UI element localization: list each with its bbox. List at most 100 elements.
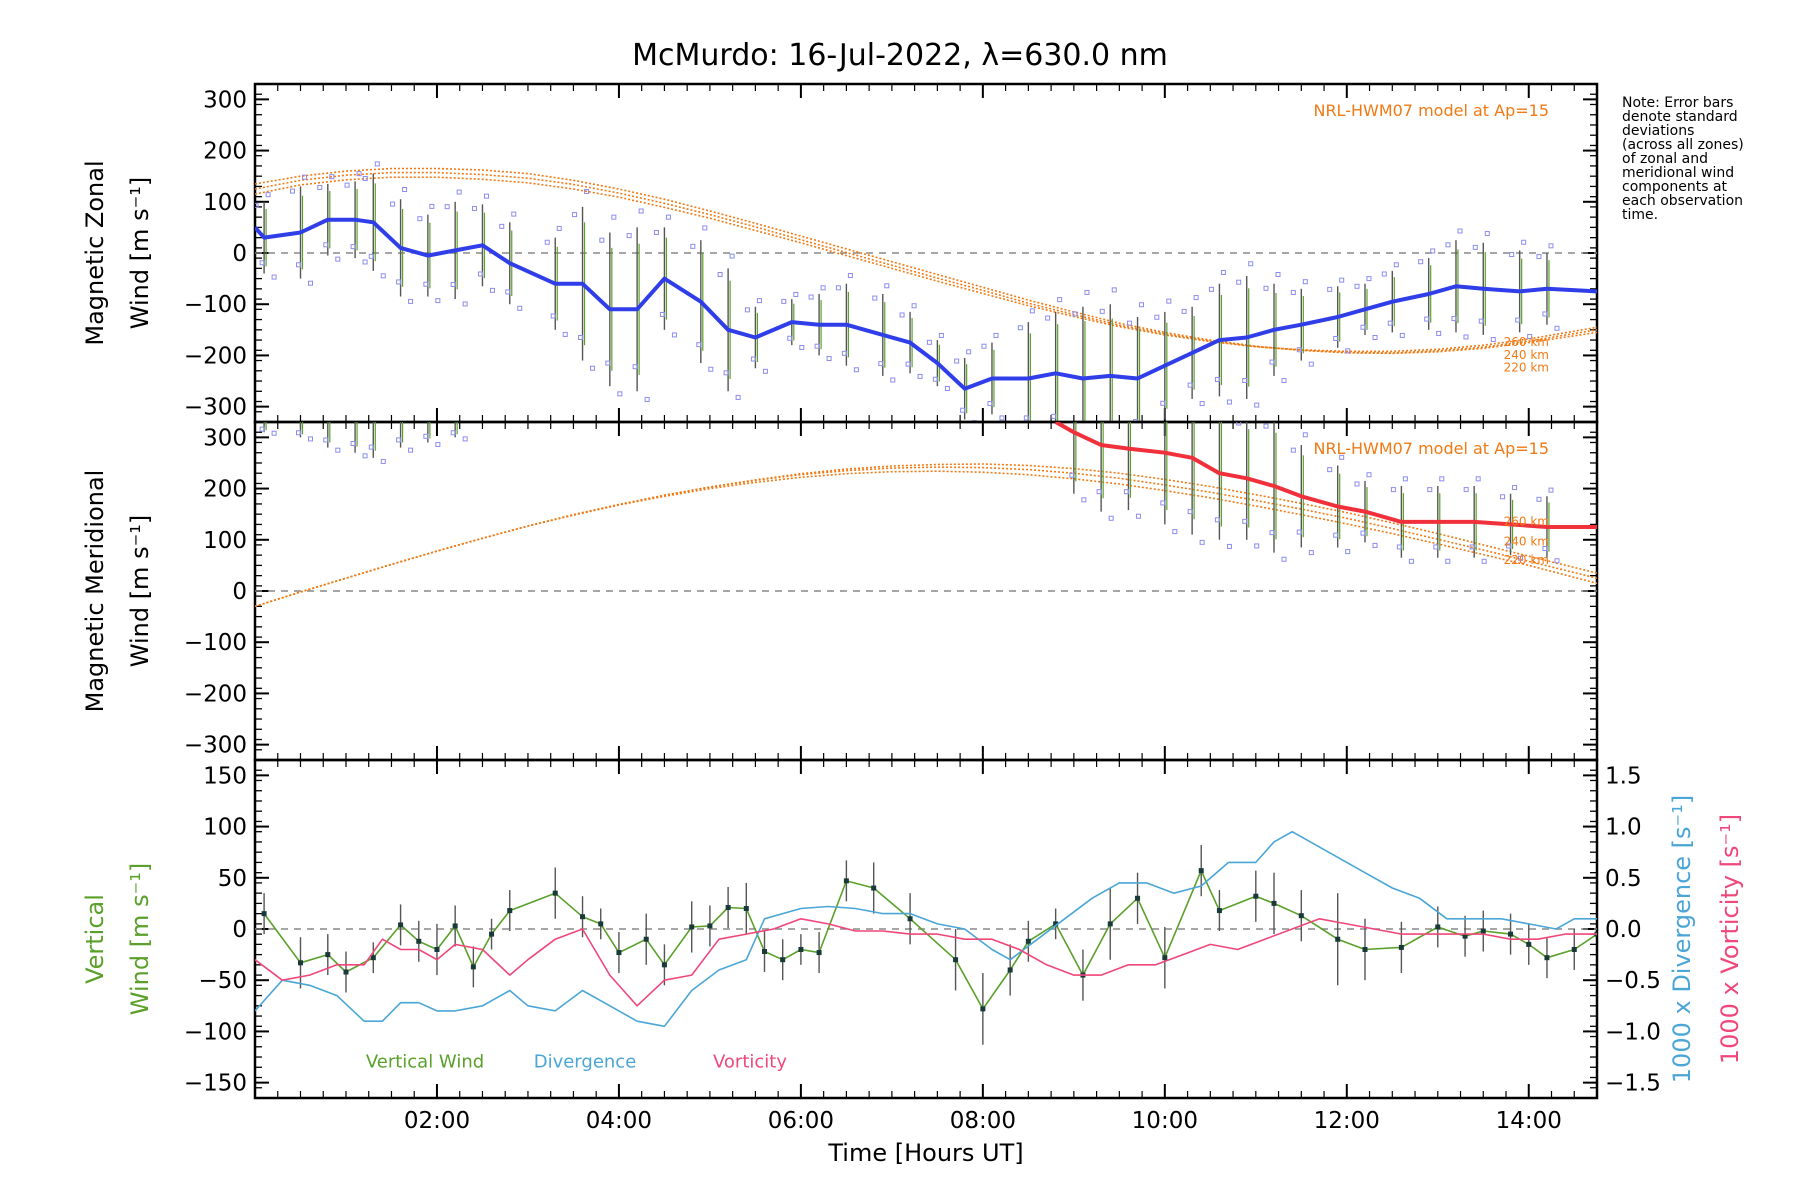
zone-sample-marker [265, 192, 271, 198]
zone-sample-marker [1187, 509, 1193, 515]
vertical-wind-point [1162, 955, 1168, 961]
zone-sample-marker [1366, 472, 1372, 478]
zone-sample-marker [1079, 427, 1083, 431]
zone-sample-marker [1345, 348, 1351, 354]
vertical-wind-point [1362, 946, 1368, 952]
y-tick-label: 0 [232, 917, 247, 943]
zone-sample-marker [793, 291, 799, 297]
zone-sample-marker [993, 332, 999, 338]
y-axis-label: Wind [m s⁻¹] [126, 515, 154, 667]
y-tick-label: 300 [203, 425, 247, 451]
zone-sample-marker [1254, 402, 1260, 408]
zone-sample-marker [1254, 543, 1260, 549]
zone-sample-marker [1209, 411, 1213, 415]
zone-sample-marker [972, 420, 978, 422]
zone-sample-marker [1518, 555, 1524, 561]
zone-sample-marker [1424, 316, 1430, 322]
y2-axis-label-divergence: 1000 x Divergence [s⁻¹] [1668, 795, 1696, 1083]
y2-tick-label: −1.5 [1605, 1071, 1661, 1097]
zone-sample-marker [289, 188, 295, 194]
zone-sample-marker [363, 388, 367, 392]
zone-sample-marker [1017, 325, 1023, 331]
zone-sample-marker [1308, 550, 1314, 556]
zone-sample-marker [1451, 316, 1457, 322]
zone-sample-marker [911, 303, 917, 309]
vertical-wind-point [1216, 908, 1222, 914]
zone-sample-marker [1418, 259, 1424, 265]
vertical-wind-point [707, 923, 713, 929]
zone-sample-marker [1057, 297, 1063, 303]
zone-sample-marker [750, 356, 756, 362]
zone-sample-marker [1226, 543, 1232, 549]
zone-sample-marker [1072, 311, 1078, 317]
y-tick-label: −300 [184, 733, 247, 759]
note-line: components at [1622, 179, 1728, 195]
zone-sample-marker [1366, 276, 1372, 282]
zone-sample-marker [462, 436, 468, 442]
zone-sample-marker [335, 447, 341, 453]
zone-sample-marker [638, 208, 644, 214]
zone-sample-marker [1354, 481, 1360, 487]
vertical-wind-point [1462, 933, 1468, 939]
model-curve [255, 470, 1597, 608]
zone-sample-marker [335, 256, 341, 262]
zone-sample-marker [1308, 361, 1314, 367]
zone-sample-marker [499, 223, 505, 229]
zone-sample-marker [708, 366, 714, 372]
y2-axis-label-vorticity: 1000 x Vorticity [s⁻¹] [1716, 814, 1744, 1064]
vertical-wind-point [343, 969, 349, 975]
y-tick-label: −100 [184, 292, 247, 318]
zone-sample-marker [744, 307, 750, 313]
zone-sample-marker [1226, 399, 1232, 405]
zone-sample-marker [1445, 558, 1451, 564]
vertical-wind-point [1198, 868, 1204, 874]
zone-sample-marker [489, 287, 495, 293]
zone-sample-marker [290, 406, 294, 410]
vertical-wind-point [552, 890, 558, 896]
y-tick-label: 200 [203, 139, 247, 165]
zone-sample-marker [671, 332, 677, 338]
zone-sample-marker [1146, 444, 1150, 448]
zone-sample-marker [1127, 320, 1133, 326]
zone-sample-marker [787, 335, 793, 341]
zone-sample-marker [1512, 485, 1518, 491]
vertical-wind-point [1435, 924, 1441, 930]
zone-sample-marker [1490, 337, 1496, 343]
zone-sample-marker [344, 182, 350, 188]
model-label: NRL-HWM07 model at Ap=15 [1313, 439, 1549, 458]
zone-sample-marker [1548, 243, 1554, 249]
y2-tick-label: 0.0 [1605, 917, 1642, 943]
zone-sample-marker [374, 161, 380, 167]
plot-area [255, 830, 1597, 1045]
y-axis-label: Wind [m s⁻¹] [126, 177, 154, 329]
zone-sample-marker [905, 361, 911, 367]
note-line: deviations [1622, 123, 1695, 139]
zone-sample-marker [1036, 438, 1040, 442]
model-curve [255, 176, 1597, 353]
zone-sample-marker [617, 391, 623, 397]
zone-sample-marker [1408, 558, 1414, 564]
plot-area [255, 161, 1597, 448]
zone-sample-marker [380, 273, 386, 279]
y2-tick-label: −1.0 [1605, 1019, 1661, 1045]
x-tick-label: 14:00 [1496, 1108, 1562, 1134]
zone-sample-marker [966, 349, 972, 355]
vertical-wind-point [1526, 941, 1532, 947]
zone-sample-marker [717, 272, 723, 278]
zone-sample-marker [590, 365, 596, 371]
y2-tick-label: 0.5 [1605, 866, 1642, 892]
zone-sample-marker [390, 201, 396, 207]
zone-sample-marker [814, 343, 820, 349]
zone-sample-marker [1333, 532, 1339, 538]
vertical-wind-point [434, 946, 440, 952]
y-tick-label: 200 [203, 477, 247, 503]
zone-sample-marker [1099, 308, 1105, 314]
vertical-wind-point [907, 916, 913, 922]
zone-sample-marker [255, 202, 259, 208]
x-tick-label: 04:00 [586, 1108, 652, 1134]
zone-sample-marker [307, 280, 313, 286]
zone-sample-marker [1527, 333, 1533, 339]
zone-sample-marker [1103, 363, 1107, 367]
zone-sample-marker [987, 401, 993, 407]
